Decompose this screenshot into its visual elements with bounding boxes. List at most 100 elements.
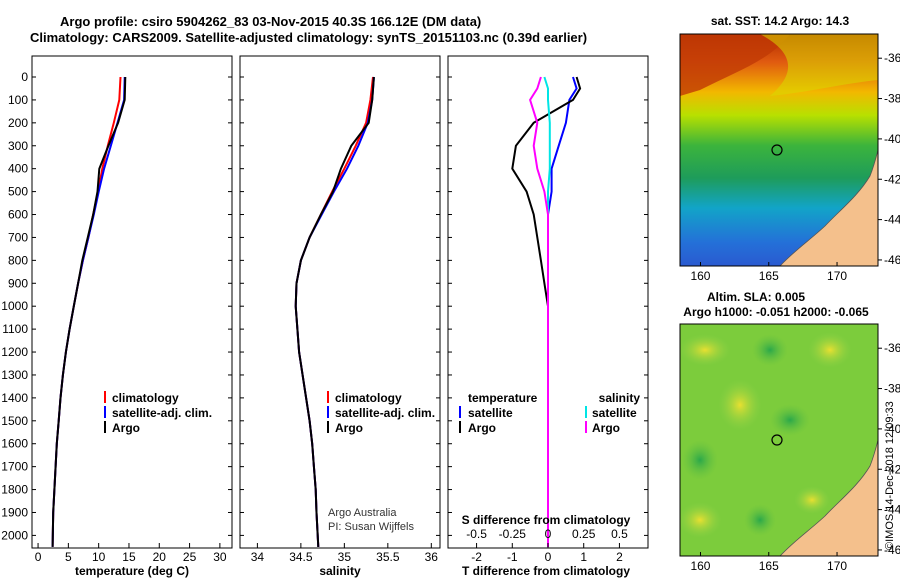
legend-label-satellite: satellite-adj. clim. <box>335 406 435 420</box>
sla-blob <box>680 502 722 538</box>
difference-x-ticks: -2 -1 0 1 2 <box>471 543 623 564</box>
legend-swatch-argo <box>104 421 106 433</box>
sla-map-title-line1: Altim. SLA: 0.005 <box>707 290 805 304</box>
legend-swatch-climatology <box>327 391 329 403</box>
map-y-tick-label: -44 <box>884 213 900 227</box>
credit-line2: PI: Susan Wijffels <box>328 521 414 533</box>
depth-tick-label: 800 <box>8 253 28 267</box>
sla-dark <box>744 504 776 536</box>
temperature-panel-frame <box>31 55 233 549</box>
sla-map-title-line2: Argo h1000: -0.051 h2000: -0.065 <box>683 305 869 319</box>
legend-swatch-temp-satellite <box>459 406 461 418</box>
depth-tick-label: 2000 <box>1 528 28 542</box>
figure-title-line1: Argo profile: csiro 5904262_83 03-Nov-20… <box>60 14 481 29</box>
depth-tick-label: 1200 <box>1 345 28 359</box>
map-y-tick-label: -38 <box>884 92 900 106</box>
difference-legend: temperature satellite Argo salinity sate… <box>459 391 640 435</box>
sst-argo-marker <box>771 144 783 156</box>
map-y-tick-label: -36 <box>884 341 900 355</box>
sla-argo-marker <box>771 434 783 446</box>
s-diff-tick-label: 0.25 <box>572 527 596 541</box>
map-y-tick-label: -36 <box>884 51 900 65</box>
salinity-panel-frame <box>239 55 441 549</box>
legend-label-climatology: climatology <box>335 391 402 405</box>
difference-x-label: T difference from climatology <box>462 564 630 578</box>
map-x-tick-label: 160 <box>690 559 710 573</box>
salinity-difference-ticks: -0.5 -0.25 0 0.25 0.5 <box>466 527 628 541</box>
difference-plot <box>448 76 648 547</box>
x-tick-label: 20 <box>153 550 167 564</box>
sla-dark <box>682 440 718 480</box>
x-tick-label: 34 <box>251 550 265 564</box>
depth-tick-label: 1500 <box>1 414 28 428</box>
s-diff-tick-label: -0.25 <box>499 527 527 541</box>
x-tick-label: 30 <box>213 550 227 564</box>
sla-blob <box>808 332 852 368</box>
legend-swatch-sal-satellite <box>585 406 587 418</box>
legend-swatch-satellite <box>327 406 329 418</box>
legend-swatch-satellite <box>104 406 106 418</box>
legend-label-sal-satellite: satellite <box>592 406 637 420</box>
depth-tick-label: 1700 <box>1 460 28 474</box>
x-tick-label: 35 <box>338 550 352 564</box>
x-tick-label: -1 <box>507 550 518 564</box>
temperature-x-ticks: 0 5 10 15 20 25 30 <box>35 543 227 564</box>
depth-tick-label: 1000 <box>1 299 28 313</box>
sla-map-frame <box>679 323 879 557</box>
x-tick-label: 25 <box>183 550 197 564</box>
salinity-plot <box>240 76 440 547</box>
legend-swatch-sal-argo <box>585 421 587 433</box>
depth-tick-label: 1600 <box>1 437 28 451</box>
series-line-argo <box>51 76 127 547</box>
credit-line1: Argo Australia <box>328 507 397 519</box>
temperature-plot <box>32 76 232 547</box>
sst-x-ticks: 160 165 170 <box>690 262 847 283</box>
temperature-legend: climatology satellite-adj. clim. Argo <box>104 391 212 435</box>
sla-map <box>680 324 878 556</box>
x-tick-label: 1 <box>580 550 587 564</box>
x-tick-label: 5 <box>65 550 72 564</box>
map-y-tick-label: -42 <box>884 172 900 186</box>
depth-tick-label: 200 <box>8 116 28 130</box>
depth-tick-label: 700 <box>8 230 28 244</box>
depth-tick-label: 1800 <box>1 483 28 497</box>
depth-tick-label: 300 <box>8 139 28 153</box>
salinity-difference-title: S difference from climatology <box>462 513 631 527</box>
legend-label-argo: Argo <box>112 421 140 435</box>
land-new-zealand <box>779 439 878 556</box>
sst-map-frame <box>679 33 879 267</box>
land-new-zealand <box>779 149 878 266</box>
map-y-tick-label: -40 <box>884 132 900 146</box>
series-line-temperature-argo <box>511 76 582 547</box>
x-tick-label: 35.5 <box>376 550 400 564</box>
series-line-climatology <box>294 76 374 547</box>
series-line-salinity-argo <box>529 76 549 547</box>
map-y-tick-label: -44 <box>884 503 900 517</box>
depth-tick-label: 1100 <box>2 322 28 336</box>
x-tick-label: 0 <box>35 550 42 564</box>
map-y-tick-label: -46 <box>884 253 900 267</box>
s-diff-tick-label: 0.5 <box>611 527 628 541</box>
map-x-tick-label: 165 <box>759 269 779 283</box>
salinity-legend: climatology satellite-adj. clim. Argo <box>327 391 435 435</box>
depth-tick-label: 1300 <box>1 368 28 382</box>
x-tick-label: 0 <box>545 550 552 564</box>
sla-x-ticks: 160 165 170 <box>690 552 847 573</box>
series-line-satellite-adj-clim <box>51 76 126 547</box>
map-x-tick-label: 160 <box>690 269 710 283</box>
salinity-x-ticks: 34 34.5 35 35.5 36 <box>251 543 439 564</box>
depth-tick-label: 600 <box>8 208 28 222</box>
legend-salinity-title: salinity <box>599 391 641 405</box>
map-x-tick-label: 170 <box>827 269 847 283</box>
salinity-x-label: salinity <box>319 564 361 578</box>
x-tick-label: 10 <box>92 550 106 564</box>
map-x-tick-label: 165 <box>759 559 779 573</box>
sst-warm-patch <box>680 34 790 96</box>
x-tick-label: 36 <box>425 550 439 564</box>
figure-title-line2: Climatology: CARS2009. Satellite-adjuste… <box>30 30 587 45</box>
legend-swatch-temp-argo <box>459 421 461 433</box>
copyright-timestamp: ©IMOS 14-Dec-2018 12:09:33 <box>884 401 896 550</box>
sla-blob <box>794 486 830 514</box>
legend-label-temp-satellite: satellite <box>468 406 513 420</box>
